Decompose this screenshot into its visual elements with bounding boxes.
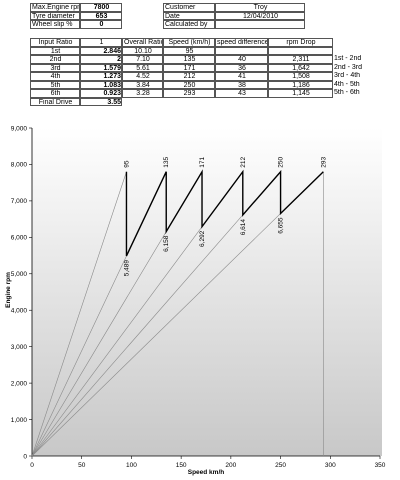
gear-ray — [31, 171, 324, 457]
info-value: 0 — [80, 20, 122, 29]
header-cell: Input Ratio — [30, 38, 80, 47]
table-cell: 1,145 — [268, 89, 333, 98]
shift-label: 5th - 6th — [334, 89, 360, 96]
y-tick-label: 0 — [23, 453, 27, 460]
x-tick-label: 200 — [225, 462, 236, 469]
table-cell: 40 — [215, 55, 268, 64]
table-cell: 1.273 — [80, 72, 122, 81]
peak-speed-label: 95 — [123, 160, 130, 168]
table-cell: 4th — [30, 72, 80, 81]
drop-rpm-label: 6,158 — [163, 235, 170, 252]
x-tick-label: 350 — [375, 462, 386, 469]
peak-speed-label: 293 — [320, 157, 327, 168]
header-cell: 1 — [80, 38, 122, 47]
table-cell: 5th — [30, 80, 80, 89]
y-tick-label: 3,000 — [11, 344, 28, 351]
table-cell: 43 — [215, 89, 268, 98]
y-tick-label: 4,000 — [11, 308, 28, 315]
table-cell: 212 — [163, 72, 215, 81]
table-cell: 0.923 — [80, 89, 122, 98]
table-cell: 1.083 — [80, 80, 122, 89]
peak-speed-label: 135 — [163, 157, 170, 168]
table-cell: 3.84 — [122, 80, 163, 89]
table-cell: 171 — [163, 63, 215, 72]
y-tick-label: 6,000 — [11, 235, 28, 242]
table-cell: 2,311 — [268, 55, 333, 64]
table-cell: 1,186 — [268, 80, 333, 89]
x-tick-label: 100 — [126, 462, 137, 469]
info-value: Troy — [215, 3, 305, 12]
header-cell: Speed (km/h) — [163, 38, 215, 47]
table-cell: 250 — [163, 80, 215, 89]
table-cell: 7.10 — [122, 55, 163, 64]
table-cell: 3.28 — [122, 89, 163, 98]
y-tick-label: 8,000 — [11, 162, 28, 169]
table-cell: 3.55 — [80, 97, 122, 106]
drop-rpm-label: 6,292 — [199, 230, 206, 247]
shift-label: 4th - 5th — [334, 80, 360, 88]
info-label: Wheel slip % — [30, 20, 80, 29]
table-cell: 1,508 — [268, 72, 333, 81]
table-cell: 5.61 — [122, 63, 163, 72]
y-axis-label: Engine rpm — [5, 272, 12, 308]
x-tick-label: 0 — [30, 462, 34, 469]
info-label: Date — [163, 11, 215, 20]
table-cell — [215, 46, 268, 55]
table-cell: 135 — [163, 55, 215, 64]
peak-speed-label: 250 — [278, 157, 285, 168]
y-tick-label: 1,000 — [11, 417, 28, 424]
y-tick-label: 7,000 — [11, 198, 28, 205]
table-cell: 2.846 — [80, 46, 122, 55]
table-cell: 6th — [30, 89, 80, 98]
table-cell — [268, 46, 333, 55]
table-cell: Final Drive — [30, 97, 80, 106]
x-tick-label: 50 — [78, 462, 86, 469]
table-cell: 293 — [163, 89, 215, 98]
table-cell: 1st — [30, 46, 80, 55]
drop-rpm-label: 6,614 — [240, 219, 247, 236]
table-cell: 2nd — [30, 55, 80, 64]
y-tick-label: 5,000 — [11, 271, 28, 278]
info-label: Tyre diameter — [30, 11, 80, 20]
table-cell: 36 — [215, 63, 268, 72]
shift-label: 2nd - 3rd — [334, 63, 363, 71]
header-cell: rpm Drop — [268, 38, 333, 47]
shift-label: 3rd - 4th — [334, 72, 361, 79]
y-tick-label: 2,000 — [11, 380, 28, 387]
table-cell: 10.10 — [122, 46, 163, 55]
x-tick-label: 250 — [275, 462, 286, 469]
info-value: 12/04/2010 — [215, 11, 305, 20]
drop-rpm-label: 6,655 — [278, 217, 285, 234]
table-cell: 95 — [163, 46, 215, 55]
info-label: Max.Engine rpm — [30, 3, 80, 12]
header-cell: speed difference — [215, 38, 268, 47]
table-cell: 3rd — [30, 63, 80, 72]
peak-speed-label: 212 — [240, 157, 247, 168]
table-cell: 41 — [215, 72, 268, 81]
table-cell: 4.52 — [122, 72, 163, 81]
table-cell: 1.579 — [80, 63, 122, 72]
gear-ray — [31, 171, 127, 457]
info-value — [215, 20, 305, 29]
x-tick-label: 300 — [325, 462, 336, 469]
y-tick-label: 9,000 — [11, 125, 28, 132]
table-cell: 1,642 — [268, 63, 333, 72]
header-cell: Overall Ratio — [122, 38, 163, 47]
drop-rpm-label: 5,489 — [123, 260, 130, 277]
x-tick-label: 150 — [176, 462, 187, 469]
x-axis-label: Speed km/h — [188, 469, 225, 476]
info-value: 653 — [80, 11, 122, 20]
plot-area — [32, 128, 382, 456]
table-cell: 38 — [215, 80, 268, 89]
peak-speed-label: 171 — [199, 157, 206, 168]
shift-label: 1st - 2nd — [334, 55, 362, 62]
table-cell: 2 — [80, 55, 122, 64]
info-label: Calculated by — [163, 20, 215, 29]
rpm-sawtooth — [125, 169, 324, 257]
info-label: Customer — [163, 3, 215, 12]
info-value: 7800 — [80, 3, 122, 12]
gear-ray — [31, 171, 281, 457]
